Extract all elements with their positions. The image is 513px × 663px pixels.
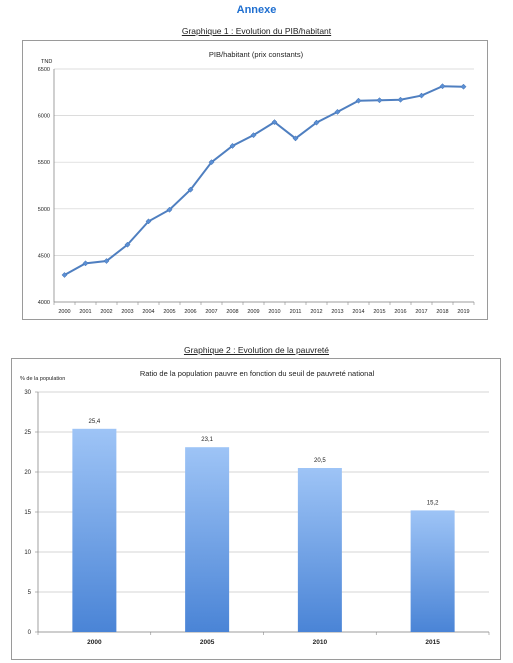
chart2-ytick-label: 20 (24, 470, 31, 476)
chart2-bar (185, 447, 230, 632)
chart2-bar (72, 428, 117, 632)
chart1-data-point (313, 119, 320, 126)
chart2-data-label: 20,5 (314, 458, 326, 464)
annex-heading: Annexe (236, 4, 277, 16)
chart1-xtick-label: 2007 (205, 309, 217, 315)
chart2-bar (297, 468, 342, 632)
chart1-data-point (292, 135, 299, 142)
chart1-xtick-label: 2012 (310, 309, 322, 315)
chart1-xtick-label: 2001 (79, 309, 91, 315)
chart1-data-point (355, 97, 362, 104)
chart1-data-point (208, 159, 215, 166)
chart1-xtick-label: 2018 (436, 309, 448, 315)
chart2-data-label: 23,1 (201, 437, 213, 443)
chart1-xtick-label: 2017 (415, 309, 427, 315)
chart1-xtick-label: 2013 (331, 309, 343, 315)
chart2-ytick-label: 30 (24, 390, 31, 396)
chart1-data-point (103, 258, 110, 264)
chart1-data-point (187, 186, 194, 193)
line-chart: PIB/habitant (prix constants) TND 4000 45… (38, 50, 475, 315)
chart2-data-label: 25,4 (89, 419, 101, 425)
chart1-data-point (334, 108, 341, 115)
chart1-data-point (418, 92, 425, 99)
chart1-data-point (229, 142, 236, 149)
chart1-data-point (460, 83, 467, 90)
chart1-ytick-label: 5500 (38, 160, 50, 166)
chart2-title: Ratio de la population pauvre en fonctio… (140, 369, 375, 378)
chart2-ytick-label: 25 (24, 430, 31, 436)
chart1-xtick-label: 2000 (58, 309, 70, 315)
chart1-ytick-label: 4500 (38, 253, 50, 259)
chart1-xtick-label: 2009 (247, 309, 259, 315)
chart1-data-point (145, 218, 152, 225)
chart1-xtick-label: 2016 (394, 309, 406, 315)
chart1-data-point (82, 260, 89, 267)
chart1-data-point (166, 206, 173, 213)
chart2-xtick-label: 2005 (200, 639, 215, 646)
chart1-xtick-label: 2008 (226, 309, 238, 315)
chart1-xtick-label: 2010 (268, 309, 280, 315)
chart2-frame: Ratio de la population pauvre en fonctio… (11, 358, 501, 660)
chart1-ytick-label: 5000 (38, 207, 50, 213)
chart1-frame: PIB/habitant (prix constants) TND 4000 45… (22, 40, 488, 320)
chart2-bar (410, 510, 455, 632)
chart1-caption: Graphique 1 : Evolution du PIB/habitant (181, 26, 332, 36)
chart1-xtick-label: 2005 (163, 309, 175, 315)
chart2-xtick-label: 2010 (313, 639, 328, 646)
chart2-ytick-label: 5 (28, 590, 32, 596)
chart1-data-point (250, 132, 257, 139)
chart2-xtick-label: 2000 (87, 639, 102, 646)
chart1-xtick-label: 2019 (457, 309, 469, 315)
chart1-data-point (61, 272, 68, 278)
chart1-xtick-label: 2015 (373, 309, 385, 315)
chart1-ytick-label: 6500 (38, 67, 50, 73)
chart2-ylabel: % de la population (20, 376, 65, 382)
chart2-ytick-label: 10 (24, 550, 31, 556)
chart2-data-label: 15,2 (427, 500, 439, 506)
chart1-xtick-label: 2002 (100, 309, 112, 315)
chart1-data-point (439, 83, 446, 90)
bar-chart: Ratio de la population pauvre en fonctio… (20, 369, 490, 646)
chart1-xtick-label: 2003 (121, 309, 133, 315)
chart1-data-point (271, 119, 278, 126)
chart1-xtick-label: 2004 (142, 309, 154, 315)
chart1-xtick-label: 2014 (352, 309, 364, 315)
chart2-xtick-label: 2015 (425, 639, 440, 646)
chart1-series-line (64, 85, 464, 276)
chart1-ytick-label: 6000 (38, 114, 50, 120)
chart1-ylabel: TND (41, 59, 52, 65)
chart1-data-point (124, 241, 131, 248)
chart2-caption: Graphique 2 : Evolution de la pauvreté (183, 345, 330, 355)
chart1-data-point (397, 96, 404, 103)
chart1-data-point (376, 97, 383, 104)
chart2-ytick-label: 15 (24, 510, 31, 516)
chart1-ytick-label: 4000 (38, 300, 50, 306)
chart1-xtick-label: 2011 (290, 309, 302, 315)
chart1-title: PIB/habitant (prix constants) (209, 50, 304, 59)
chart1-xtick-label: 2006 (184, 309, 196, 315)
chart2-ytick-label: 0 (28, 630, 32, 636)
